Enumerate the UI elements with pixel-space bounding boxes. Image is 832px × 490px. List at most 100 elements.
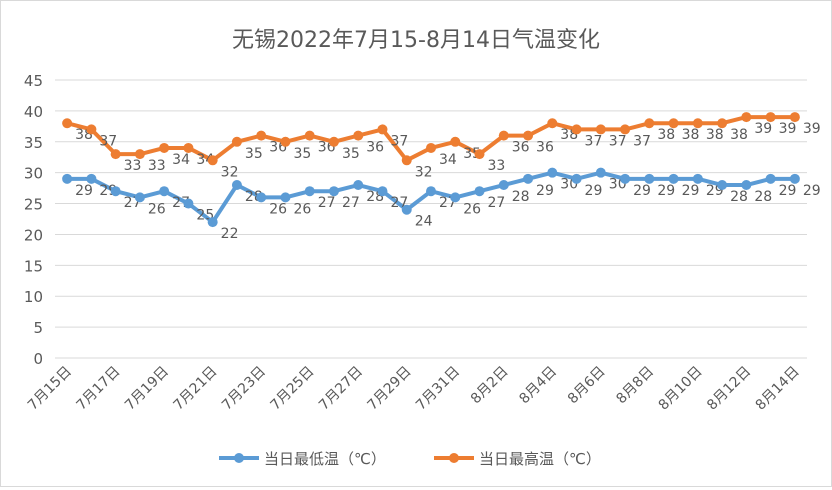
data-label: 33	[148, 158, 166, 174]
data-label: 29	[585, 183, 603, 199]
data-label: 28	[512, 189, 530, 205]
data-point	[86, 124, 97, 135]
x-tick-label: 7月29日	[365, 364, 415, 414]
x-tick-label: 7月23日	[219, 364, 269, 414]
x-tick-label: 8月14日	[753, 364, 803, 414]
x-tick-label: 8月2日	[468, 364, 512, 408]
data-point	[692, 118, 703, 129]
data-label: 35	[245, 146, 263, 162]
data-label: 28	[754, 189, 772, 205]
data-label: 32	[415, 164, 433, 180]
data-label: 29	[536, 183, 554, 199]
x-tick-label: 7月15日	[25, 364, 75, 414]
data-point	[474, 186, 485, 197]
x-tick-label: 7月21日	[170, 364, 220, 414]
data-label: 29	[803, 183, 821, 199]
data-point	[280, 136, 291, 147]
y-tick-label: 10	[24, 288, 43, 306]
legend-marker	[234, 453, 244, 463]
data-point	[159, 186, 170, 197]
y-tick-label: 25	[24, 196, 43, 214]
x-tick-label: 7月27日	[316, 364, 366, 414]
data-label: 29	[633, 183, 651, 199]
data-point	[644, 173, 655, 184]
data-label: 38	[730, 127, 748, 143]
x-tick-label: 8月10日	[656, 364, 706, 414]
data-point	[401, 204, 412, 215]
data-label: 29	[657, 183, 675, 199]
y-tick-label: 40	[24, 103, 43, 121]
data-label: 37	[585, 133, 603, 149]
data-point	[498, 180, 509, 191]
x-tick-label: 7月19日	[122, 364, 172, 414]
data-label: 38	[682, 127, 700, 143]
data-label: 36	[512, 140, 530, 156]
y-tick-label: 5	[33, 319, 43, 337]
data-label: 26	[463, 201, 481, 217]
data-point	[644, 118, 655, 129]
data-point	[523, 130, 534, 141]
data-point	[401, 155, 412, 166]
data-label: 27	[342, 195, 360, 211]
data-label: 38	[706, 127, 724, 143]
data-point	[110, 149, 121, 160]
data-label: 37	[633, 133, 651, 149]
data-point	[353, 180, 364, 191]
data-point	[547, 167, 558, 178]
data-point	[207, 217, 218, 228]
data-point	[741, 180, 752, 191]
x-tick-label: 7月25日	[268, 364, 318, 414]
data-label: 35	[293, 146, 311, 162]
data-point	[523, 173, 534, 184]
data-label: 37	[390, 133, 408, 149]
chart-title: 无锡2022年7月15-8月14日气温变化	[232, 28, 600, 53]
data-point	[717, 180, 728, 191]
y-tick-label: 35	[24, 134, 43, 152]
x-tick-label: 8月4日	[516, 364, 560, 408]
data-point	[377, 124, 388, 135]
data-point	[571, 173, 582, 184]
x-tick-label: 7月17日	[73, 364, 123, 414]
data-label: 22	[221, 226, 239, 242]
data-point	[426, 142, 436, 153]
data-point	[353, 130, 364, 141]
data-label: 37	[609, 133, 627, 149]
data-point	[134, 149, 145, 160]
data-label: 32	[221, 164, 239, 180]
data-point	[668, 173, 679, 184]
data-point	[62, 173, 73, 184]
data-point	[159, 142, 170, 153]
data-point	[256, 192, 267, 203]
data-label: 27	[318, 195, 336, 211]
data-point	[765, 173, 776, 184]
y-tick-label: 45	[24, 72, 43, 90]
legend-label: 当日最高温（℃）	[479, 450, 601, 468]
y-tick-label: 0	[33, 350, 43, 368]
data-point	[328, 186, 339, 197]
data-label: 36	[366, 140, 384, 156]
data-label: 29	[75, 183, 93, 199]
x-tick-label: 8月8日	[613, 364, 657, 408]
data-label: 33	[124, 158, 142, 174]
data-label: 39	[803, 121, 821, 137]
data-point	[668, 118, 679, 129]
data-point	[692, 173, 703, 184]
data-point	[86, 173, 97, 184]
data-point	[450, 136, 461, 147]
data-label: 35	[342, 146, 360, 162]
legend-label: 当日最低温（℃）	[264, 450, 386, 468]
data-label: 36	[536, 140, 554, 156]
data-label: 39	[779, 121, 797, 137]
data-point	[571, 124, 582, 135]
y-tick-label: 20	[24, 226, 43, 244]
data-point	[377, 186, 388, 197]
data-label: 24	[415, 214, 433, 230]
data-label: 26	[293, 201, 311, 217]
data-point	[426, 186, 436, 197]
data-point	[304, 186, 315, 197]
data-label: 38	[657, 127, 675, 143]
data-point	[450, 192, 461, 203]
data-point	[231, 180, 242, 191]
data-point	[717, 118, 728, 129]
